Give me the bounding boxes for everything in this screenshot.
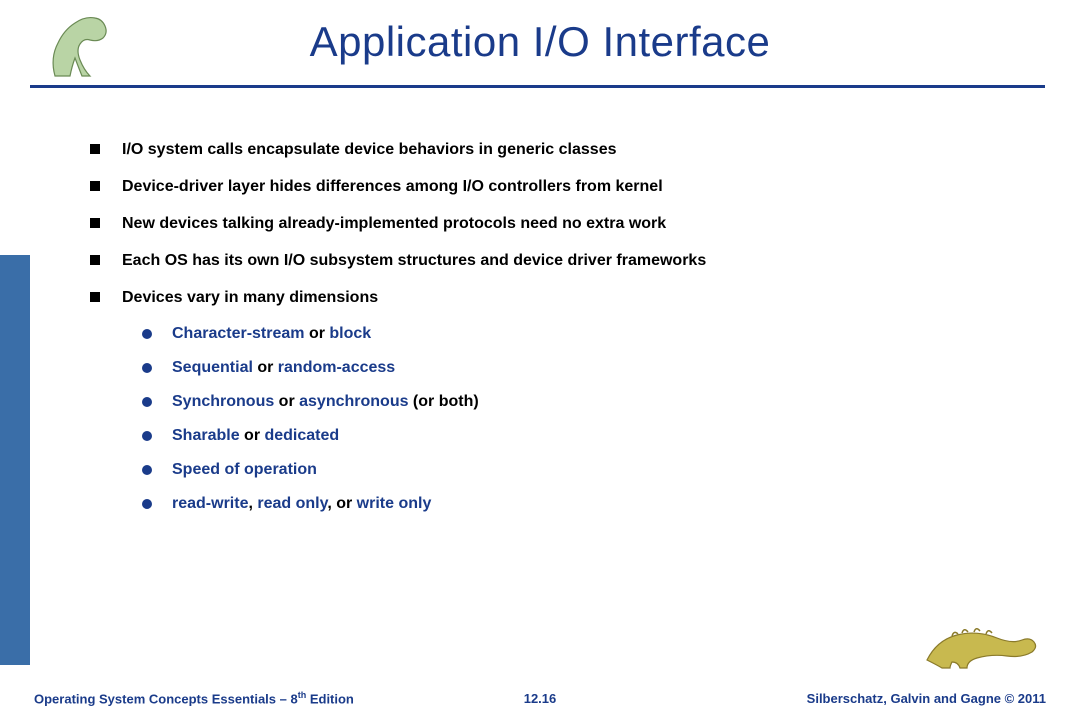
bullet-level2: Sharable or dedicated [142, 427, 990, 445]
dinosaur-bottom-icon [922, 620, 1042, 680]
disc-bullet-icon [142, 465, 152, 475]
footer-copyright: Silberschatz, Galvin and Gagne © 2011 [807, 691, 1046, 706]
bullet-level2: Character-stream or block [142, 325, 990, 343]
bullet-level1: Devices vary in many dimensions [90, 288, 990, 308]
bullet-level1: New devices talking already-implemented … [90, 214, 990, 234]
bullet-text: Devices vary in many dimensions [122, 288, 378, 308]
disc-bullet-icon [142, 397, 152, 407]
sub-bullet-group: Character-stream or block Sequential or … [142, 325, 990, 513]
left-accent-bar [0, 255, 30, 665]
bullet-text: Each OS has its own I/O subsystem struct… [122, 251, 706, 271]
bullet-level2: Synchronous or asynchronous (or both) [142, 393, 990, 411]
disc-bullet-icon [142, 363, 152, 373]
sub-bullet-text: Synchronous or asynchronous (or both) [172, 393, 479, 411]
slide: Application I/O Interface I/O system cal… [0, 0, 1080, 720]
bullet-text: Device-driver layer hides differences am… [122, 177, 663, 197]
square-bullet-icon [90, 144, 100, 154]
sub-bullet-text: read-write, read only, or write only [172, 495, 431, 513]
content-area: I/O system calls encapsulate device beha… [90, 140, 990, 529]
square-bullet-icon [90, 218, 100, 228]
footer: Operating System Concepts Essentials – 8… [0, 684, 1080, 720]
sub-bullet-text: Sharable or dedicated [172, 427, 339, 445]
square-bullet-icon [90, 292, 100, 302]
bullet-level1: Each OS has its own I/O subsystem struct… [90, 251, 990, 271]
bullet-text: I/O system calls encapsulate device beha… [122, 140, 616, 160]
bullet-level1: I/O system calls encapsulate device beha… [90, 140, 990, 160]
slide-title: Application I/O Interface [0, 18, 1080, 66]
bullet-level2: read-write, read only, or write only [142, 495, 990, 513]
disc-bullet-icon [142, 499, 152, 509]
bullet-level1: Device-driver layer hides differences am… [90, 177, 990, 197]
sub-bullet-text: Speed of operation [172, 461, 317, 479]
title-container: Application I/O Interface [0, 18, 1080, 66]
bullet-level2: Speed of operation [142, 461, 990, 479]
square-bullet-icon [90, 255, 100, 265]
disc-bullet-icon [142, 431, 152, 441]
sub-bullet-text: Sequential or random-access [172, 359, 395, 377]
sub-bullet-text: Character-stream or block [172, 325, 371, 343]
square-bullet-icon [90, 181, 100, 191]
bullet-text: New devices talking already-implemented … [122, 214, 666, 234]
title-underline [30, 85, 1045, 88]
disc-bullet-icon [142, 329, 152, 339]
bullet-level2: Sequential or random-access [142, 359, 990, 377]
